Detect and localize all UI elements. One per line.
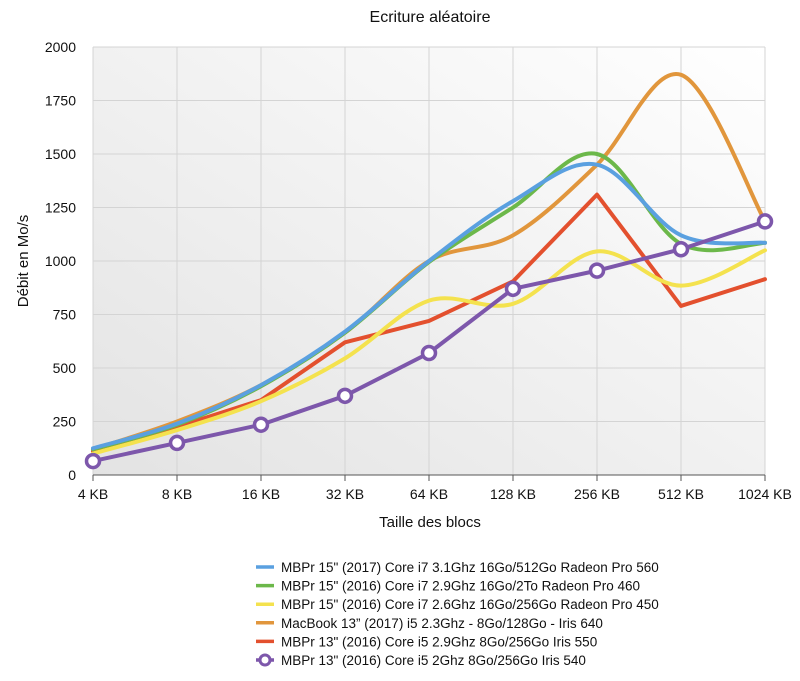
data-point-marker bbox=[672, 240, 690, 258]
legend-label: MBPr 13" (2016) Core i5 2Ghz 8Go/256Go I… bbox=[281, 653, 586, 668]
legend-label: MBPr 15" (2016) Core i7 2.9Ghz 16Go/2To … bbox=[281, 579, 640, 594]
data-point-marker bbox=[756, 213, 774, 230]
y-tick-label: 500 bbox=[53, 360, 77, 376]
data-point-marker bbox=[336, 387, 354, 405]
data-point-marker bbox=[84, 452, 102, 470]
series-line-3 bbox=[91, 248, 767, 456]
x-tick-label: 4 KB bbox=[78, 486, 108, 502]
legend-label: MacBook 13” (2017) i5 2.3Ghz - 8Go/128Go… bbox=[281, 616, 603, 631]
x-tick-label: 32 KB bbox=[326, 486, 364, 502]
legend-marker bbox=[258, 653, 272, 667]
x-tick-label: 16 KB bbox=[242, 486, 280, 502]
x-tick-label: 256 KB bbox=[574, 486, 620, 502]
y-tick-label: 250 bbox=[53, 414, 77, 430]
y-axis-ticks: 0 250 500 750 1000 1250 1500 1750 2000 bbox=[45, 39, 76, 483]
y-tick-label: 1500 bbox=[45, 146, 76, 162]
legend-label: MBPr 13" (2016) Core i5 2.9Ghz 8Go/256Go… bbox=[281, 634, 597, 649]
data-point-marker bbox=[588, 262, 606, 279]
y-axis-label: Débit en Mo/s bbox=[15, 215, 32, 308]
y-tick-label: 0 bbox=[68, 467, 76, 483]
legend-label: MBPr 15" (2016) Core i7 2.6Ghz 16Go/256G… bbox=[281, 597, 659, 612]
data-point-marker bbox=[504, 280, 522, 298]
x-tick-label: 512 KB bbox=[658, 486, 704, 502]
data-point-marker bbox=[420, 344, 438, 362]
chart-title: Ecriture aléatoire bbox=[370, 9, 491, 26]
x-tick-label: 1024 KB bbox=[738, 486, 792, 502]
x-tick-label: 64 KB bbox=[410, 486, 448, 502]
y-tick-label: 1000 bbox=[45, 253, 76, 269]
series-line-1 bbox=[91, 161, 767, 451]
legend: MBPr 15" (2017) Core i7 3.1Ghz 16Go/512G… bbox=[256, 560, 659, 668]
legend-label: MBPr 15" (2017) Core i7 3.1Ghz 16Go/512G… bbox=[281, 560, 659, 575]
x-tick-label: 128 KB bbox=[490, 486, 536, 502]
data-point-marker bbox=[252, 416, 270, 433]
series-line-5 bbox=[91, 192, 767, 454]
y-tick-label: 1250 bbox=[45, 200, 76, 216]
grid bbox=[92, 46, 766, 475]
data-point-marker bbox=[168, 434, 186, 452]
x-tick-label: 8 KB bbox=[162, 486, 192, 502]
y-tick-label: 2000 bbox=[45, 39, 76, 55]
series-group bbox=[84, 72, 774, 470]
x-axis-ticks: 4 KB 8 KB 16 KB 32 KB 64 KB 128 KB 256 KB 512 K… bbox=[78, 475, 792, 502]
x-axis-label: Taille des blocs bbox=[379, 514, 481, 531]
y-tick-label: 1750 bbox=[45, 93, 76, 109]
y-tick-label: 750 bbox=[53, 307, 77, 323]
